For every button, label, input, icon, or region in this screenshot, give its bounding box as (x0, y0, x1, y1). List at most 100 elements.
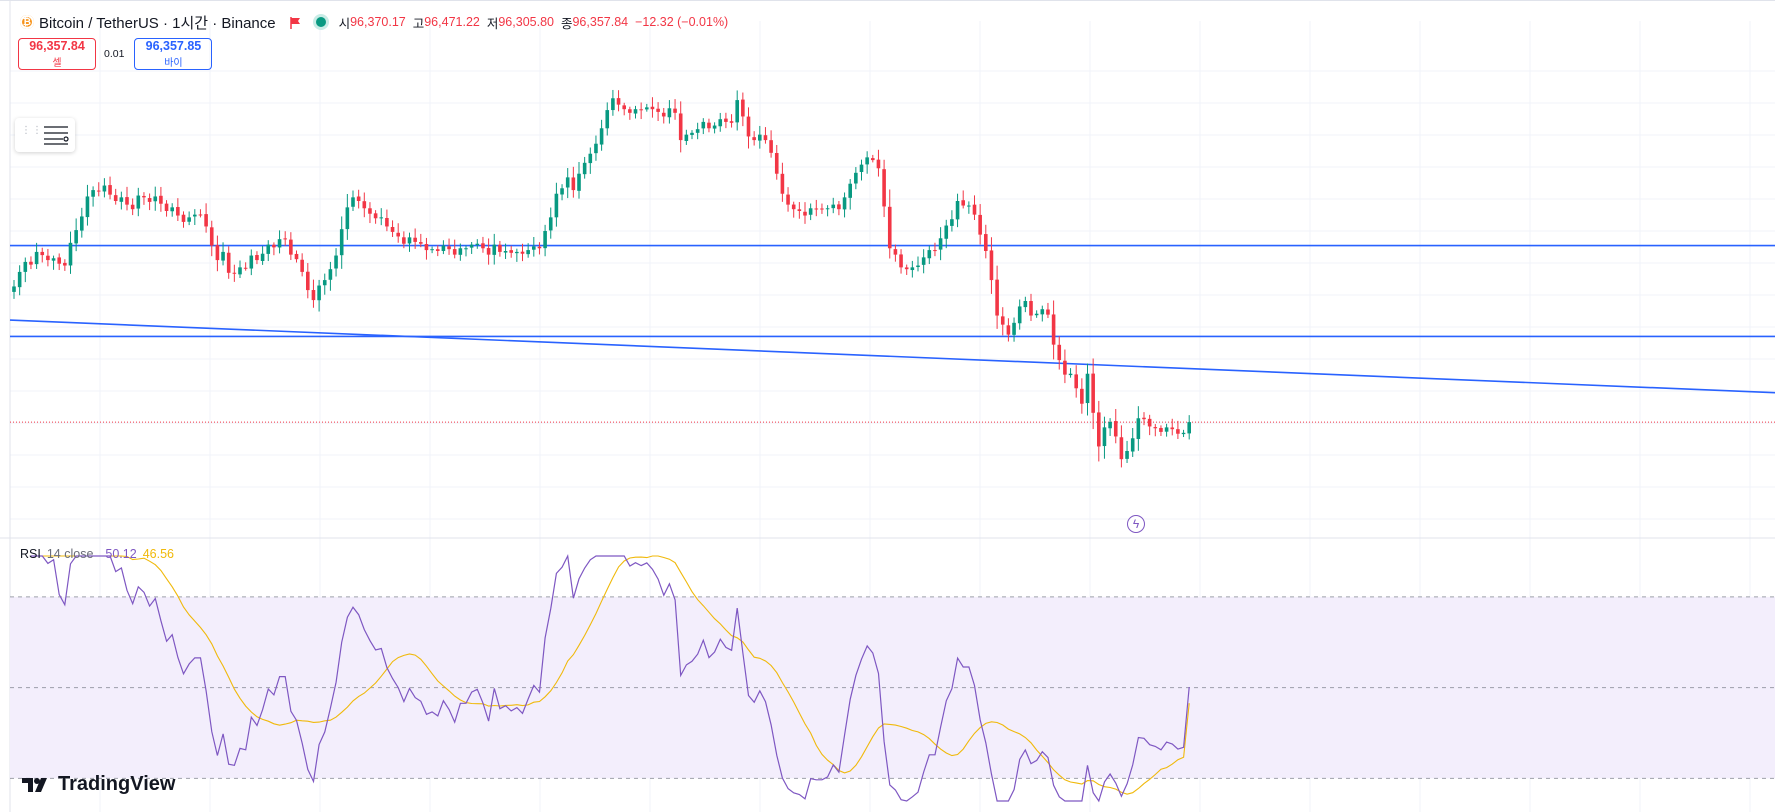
candle-body (622, 105, 626, 110)
candle-body (1057, 344, 1062, 361)
tradingview-logo[interactable]: TradingView (22, 773, 175, 796)
candle-body (153, 196, 158, 202)
object-tree-icon[interactable] (43, 124, 69, 146)
candle-body (294, 253, 299, 260)
candle-body (345, 207, 350, 230)
candle-body (447, 246, 451, 250)
candle-body (102, 185, 107, 192)
candle-body (887, 206, 892, 249)
candle-body (938, 238, 943, 250)
candle-body (871, 158, 875, 161)
candle-body (1000, 316, 1005, 325)
rsi-band (10, 596, 1775, 779)
drag-handle-icon[interactable]: ⋮⋮ (21, 125, 43, 136)
candle-body (548, 217, 553, 231)
rsi-legend[interactable]: RSI 14 close 50.12 46.56 (20, 547, 174, 561)
candle-body (537, 246, 542, 249)
candle-body (1091, 373, 1095, 413)
candle-body (74, 230, 78, 244)
candle-body (226, 252, 231, 273)
candle-body (113, 195, 118, 201)
candle-body (526, 250, 530, 255)
candle-body (255, 255, 259, 261)
candle-body (181, 214, 186, 222)
candle-body (746, 116, 751, 137)
candle-body (238, 267, 242, 275)
candle-body (266, 244, 271, 254)
candle-body (68, 242, 73, 266)
candle-body (1147, 418, 1152, 427)
rsi-params: 14 close (46, 547, 94, 561)
candle-body (159, 195, 163, 204)
drawn-lines[interactable] (9, 244, 1775, 423)
candle-body (469, 244, 474, 248)
buy-button[interactable]: 96,357.85 바이 (134, 38, 213, 70)
buy-price: 96,357.85 (145, 39, 202, 53)
candle-body (848, 183, 852, 198)
candle-body (916, 265, 920, 268)
candle-body (509, 250, 513, 253)
candle-body (283, 238, 287, 240)
candle-body (458, 248, 463, 255)
candle-body (1102, 427, 1107, 447)
buy-label: 바이 (164, 58, 183, 69)
candle-body (368, 208, 372, 214)
candle-body (712, 125, 717, 129)
candle-body (249, 255, 254, 269)
candle-body (209, 227, 214, 246)
trade-boxes: 96,357.84 셀 0.01 96,357.85 바이 (18, 38, 213, 70)
candle-body (1159, 427, 1163, 432)
candle-body (1136, 418, 1141, 439)
sell-button[interactable]: 96,357.84 셀 (18, 38, 96, 70)
candle-body (1142, 417, 1146, 420)
candle-body (520, 251, 525, 254)
candle-body (108, 185, 112, 195)
candle-body (356, 196, 361, 201)
candle-body (1040, 309, 1045, 315)
candle-body (12, 286, 16, 292)
flag-icon[interactable] (289, 16, 301, 29)
candle-body (599, 128, 604, 145)
market-open-dot-icon[interactable] (312, 14, 329, 30)
candle-body (40, 251, 45, 256)
candle-body (441, 245, 446, 251)
candle-body (1085, 373, 1090, 404)
candle-body (424, 244, 429, 251)
candle-body (390, 226, 395, 232)
candle-body (893, 249, 898, 255)
candle-body (498, 244, 502, 252)
candle-body (724, 118, 728, 122)
rsi-name: RSI (20, 547, 41, 561)
candle-body (435, 249, 440, 251)
candle-body (808, 208, 813, 215)
candle-body (125, 197, 129, 205)
candle-body (582, 162, 587, 175)
candle-body (452, 249, 457, 255)
candle-body (1119, 437, 1124, 460)
candle-body (1113, 421, 1118, 437)
candle-body (91, 190, 95, 197)
candle-body (1097, 412, 1101, 447)
rsi-plot (31, 554, 1190, 803)
candle-body (430, 249, 434, 251)
candle-body (673, 108, 677, 113)
candle-body (136, 195, 141, 209)
candle-body (933, 250, 937, 252)
candle-body (543, 231, 547, 249)
candle-body (373, 213, 378, 219)
candle-body (1074, 374, 1078, 389)
candle-body (492, 244, 497, 255)
candle-body (769, 140, 773, 153)
logo-text: TradingView (58, 773, 176, 795)
candle-body (1187, 422, 1191, 434)
candle-body (972, 204, 977, 215)
candle-body (407, 237, 412, 244)
lightning-icon[interactable]: ϟ (1127, 515, 1145, 533)
candle-body (51, 258, 56, 261)
high-value: 96,471.22 (424, 15, 480, 29)
symbol-title[interactable]: Bitcoin / TetherUS · 1시간 · Binance (39, 14, 276, 32)
candle-body (989, 250, 994, 281)
candle-body (560, 188, 564, 195)
candle-body (639, 109, 643, 111)
